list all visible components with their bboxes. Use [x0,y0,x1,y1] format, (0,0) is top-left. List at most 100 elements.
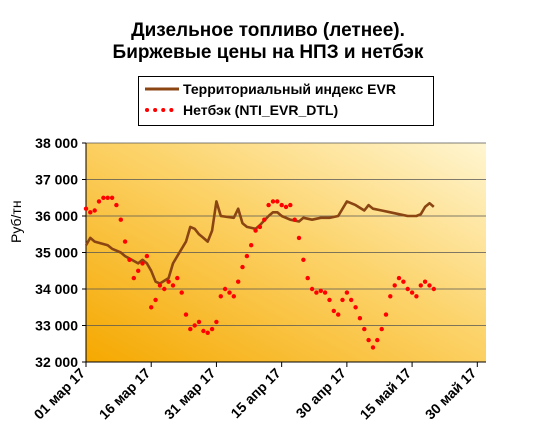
series-point-netback [305,275,310,281]
series-point-netback [118,217,124,222]
series-point-netback [249,243,254,248]
x-tick-label: 31 мар 17 [161,365,219,423]
series-point-netback [279,202,284,208]
series-point-netback [231,294,236,299]
y-tick-label: 38 000 [35,135,78,151]
series-point-netback [309,286,315,292]
series-point-netback [431,286,436,292]
x-tick-label: 15 май 17 [357,365,415,423]
legend-item-netback: Нетбэк (NTI_EVR_DTL) [139,100,433,120]
x-tick-label: 30 май 17 [422,365,480,423]
legend-line-sample [145,87,179,91]
series-point-netback [209,326,215,332]
series-point-netback [179,290,184,295]
series-point-netback [296,235,302,241]
series-point-netback [401,279,406,284]
x-tick-label: 15 апр 17 [227,365,284,422]
series-point-netback [218,294,223,299]
x-tick-label: 30 апр 17 [293,365,350,422]
series-point-netback [88,210,93,215]
series-point-netback [92,208,97,213]
x-tick-label: 16 мар 17 [96,365,154,423]
series-point-netback [427,283,432,288]
series-point-netback [409,290,415,295]
series-point-netback [301,257,306,262]
series-point-netback [240,264,245,270]
chart-title-line1: Дизельное топливо (летнее). [131,20,405,41]
legend: Территориальный индекс EVR Нетбэк (NTI_E… [138,76,434,126]
series-point-netback [353,305,358,310]
series-point-netback [388,294,393,299]
series-point-netback [405,286,410,292]
series-point-netback [183,312,189,317]
x-tick-label: 01 мар 17 [31,365,89,423]
series-point-netback [344,290,350,295]
series-point-netback [101,195,106,200]
series-point-netback [366,337,371,343]
series-point-netback [253,228,258,233]
series-point-netback [122,239,128,244]
legend-item-evr: Территориальный индекс EVR [139,79,433,99]
series-point-netback [375,337,380,343]
series-point-netback [114,202,119,208]
series-point-netback [349,297,354,303]
series-point-netback [157,283,163,288]
y-tick-label: 33 000 [35,318,78,334]
series-point-netback [318,288,323,293]
legend-label-evr: Территориальный индекс EVR [183,81,396,97]
series-point-netback [127,257,132,262]
series-point-netback [201,328,206,334]
series-point-netback [270,199,276,204]
y-tick-label: 34 000 [35,281,78,297]
series-point-netback [227,290,232,295]
series-point-netback [96,199,102,204]
series-point-netback [192,323,197,328]
series-point-netback [136,268,141,273]
series-point-netback [149,305,154,310]
y-tick-label: 37 000 [35,172,78,188]
series-point-netback [418,283,423,288]
series-point-netback [153,297,158,303]
series-point-netback [383,312,389,317]
series-point-netback [166,279,171,284]
series-point-netback [357,316,363,321]
series-point-netback [370,345,376,350]
series-point-netback [196,319,202,325]
series-point-netback [275,199,280,204]
series-point-netback [314,290,319,295]
series-point-netback [322,290,328,295]
series-point-netback [379,326,384,332]
series-point-netback [109,195,115,200]
series-point-netback [327,297,332,303]
series-point-netback [257,224,263,230]
series-point-netback [292,217,297,222]
chart-title-line2: Биржевые цены на НПЗ и нетбэк [112,42,424,63]
y-tick-label: 36 000 [35,208,78,224]
series-point-netback [262,217,267,222]
series-point-netback [283,204,289,210]
series-line-evr [84,200,435,285]
y-tick-label: 35 000 [35,245,78,261]
series-point-netback [396,275,402,281]
series-point-netback [244,253,250,259]
y-tick-label: 32 000 [35,354,78,370]
series-point-netback [340,297,345,303]
series-point-netback [83,206,89,211]
series-point-netback [336,312,341,317]
series-point-netback [331,308,336,314]
series-point-netback [288,202,293,208]
series-point-netback [170,283,176,288]
series-point-netback [144,253,150,259]
series-point-netback [188,326,193,332]
series-point-netback [236,279,241,284]
legend-label-netback: Нетбэк (NTI_EVR_DTL) [183,102,339,118]
series-point-netback [266,202,271,208]
series-point-netback [105,195,110,200]
series-point-netback [140,261,145,266]
series-point-netback [422,279,428,284]
legend-dots-sample [145,108,179,112]
series-point-netback [392,283,397,288]
series-point-netback [222,286,228,292]
series-point-netback [131,275,136,281]
